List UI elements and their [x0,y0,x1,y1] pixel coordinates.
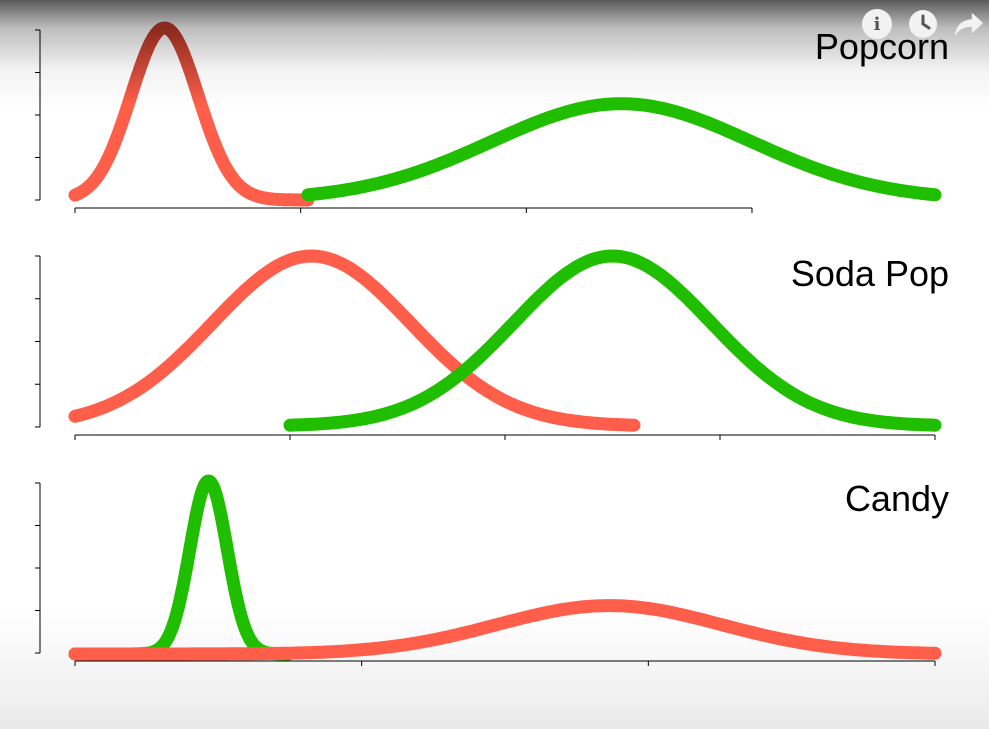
series-curve-2-1 [68,599,942,661]
chart-panel-2 [35,474,942,666]
chart-panel-1 [35,249,942,440]
share-button[interactable] [953,8,985,40]
series-curve-0-0 [68,21,315,207]
info-button[interactable]: i [861,8,893,40]
series-curve-2-0 [68,474,296,661]
clock-icon [909,10,937,38]
panel-title-candy: Candy [844,478,949,519]
share-icon [954,12,984,37]
info-icon: i [862,9,892,39]
series-curve-0-1 [301,97,942,202]
series-curve-1-1 [283,249,942,432]
series-curve-1-0 [68,249,641,432]
watch-later-button[interactable] [907,8,939,40]
panel-title-soda-pop: Soda Pop [790,253,949,294]
video-overlay-icons: i [861,8,985,40]
chart-panel-0 [35,21,942,213]
